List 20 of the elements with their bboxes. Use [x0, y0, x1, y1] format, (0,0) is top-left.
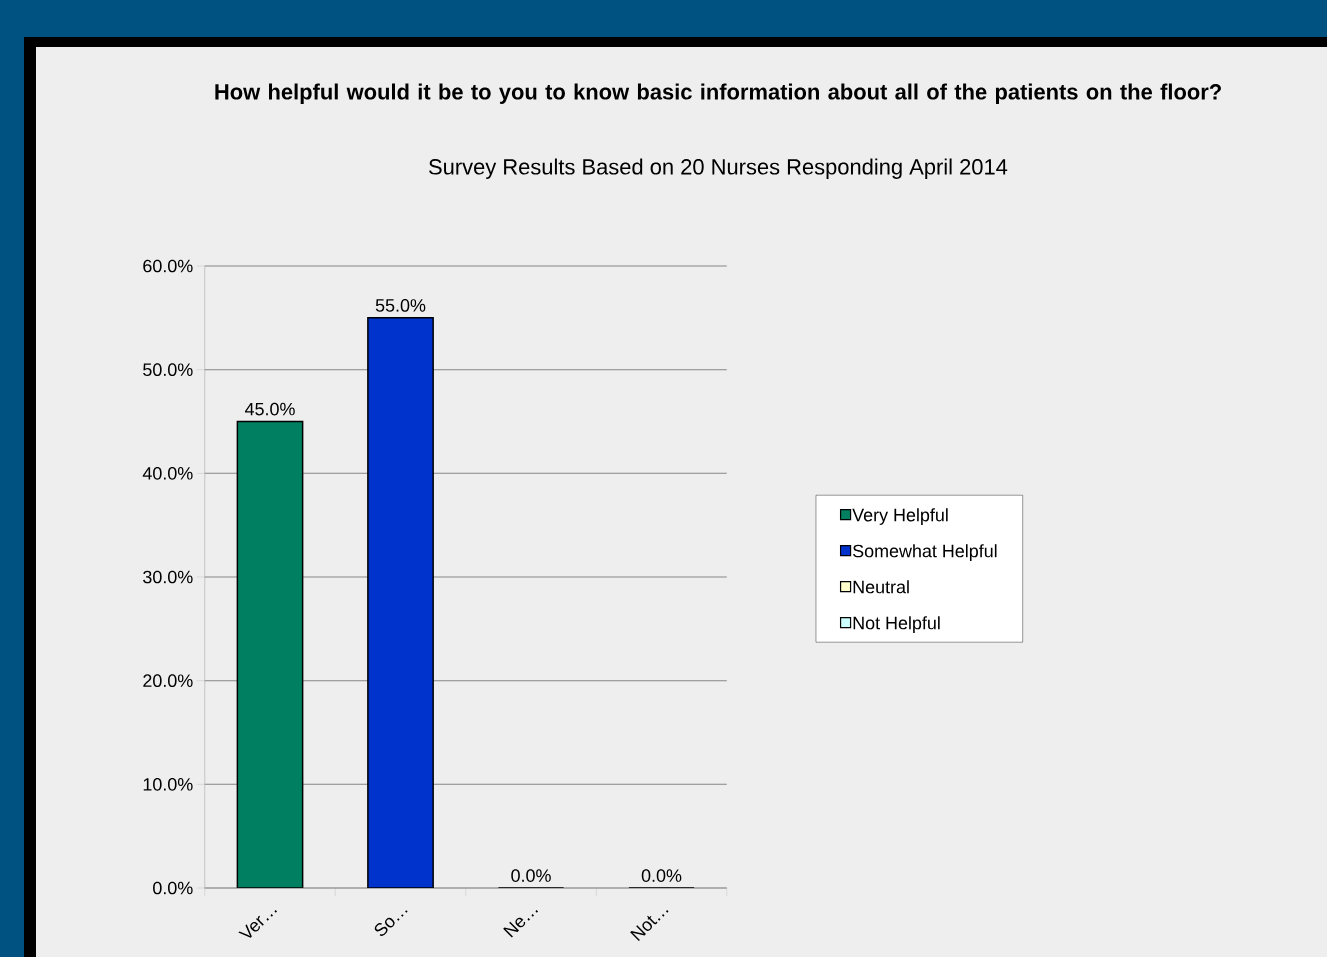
chart-title: How helpful would it be to you to know basic information about all of the patients on the floor?: [215, 83, 1221, 104]
data-label: 55.0%: [375, 299, 426, 312]
y-tick-label: 20.0%: [143, 674, 193, 688]
data-label: 0.0%: [511, 869, 551, 882]
legend-label: Not Helpful: [853, 616, 940, 633]
legend-label: Very Helpful: [852, 508, 948, 525]
legend-label: Neutral: [853, 580, 909, 594]
y-tick-label: 10.0%: [143, 777, 193, 791]
y-tick-label: 0.0%: [153, 881, 193, 895]
data-label: 45.0%: [244, 402, 295, 416]
y-tick-label: 60.0%: [143, 259, 193, 273]
y-tick-label: 30.0%: [143, 570, 193, 584]
data-label: 0.0%: [641, 869, 682, 882]
legend-label: Somewhat Helpful: [852, 544, 997, 561]
x-tick-label: Ne…: [503, 910, 539, 938]
y-tick-label: 40.0%: [142, 466, 193, 480]
x-tick-label: So…: [374, 910, 408, 936]
y-tick-label: 50.0%: [143, 363, 193, 376]
chart-subtitle: Survey Results Based on 20 Nurses Responding April 2014: [429, 158, 1008, 179]
x-tick-label: Ver…: [238, 910, 278, 938]
